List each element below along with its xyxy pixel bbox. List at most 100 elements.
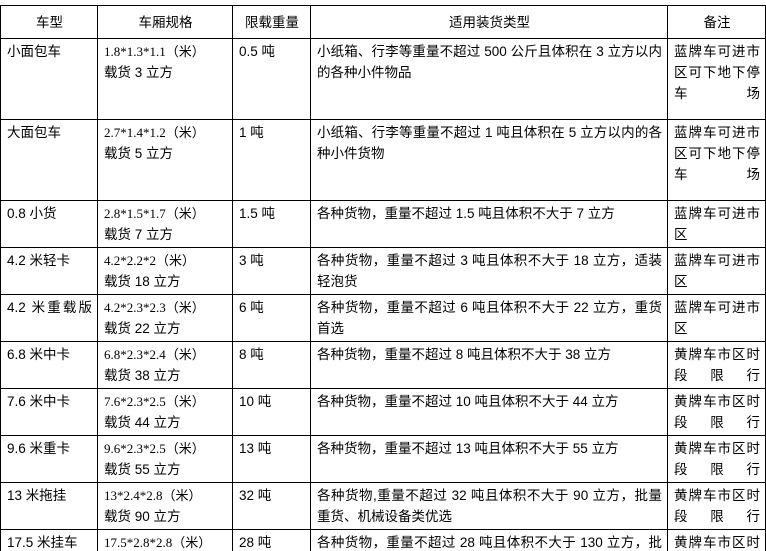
size-line-1: 2.7*1.4*1.2（米） (104, 125, 205, 140)
capacity-text: 6 吨 (239, 300, 264, 315)
cargo-text: 各种货物，重量不超过 3 吨且体积不大于 18 立方，适装轻泡货 (317, 253, 662, 289)
cell-remark: 黄牌车市区时段限行 (667, 529, 766, 551)
cargo-text: 小纸箱、行李等重量不超过 1 吨且体积在 5 立方以内的各种小件货物 (317, 125, 662, 161)
cargo-text: 各种货物,重量不超过 32 吨且体积不大于 90 立方，批量重货、机械设备类优选 (317, 488, 662, 524)
capacity-text: 10 吨 (239, 394, 272, 409)
model-text: 4.2 米重载版 (7, 300, 92, 315)
size-line-2: 载货 44 立方 (104, 415, 181, 430)
cell-size: 17.5*2.8*2.8（米）载货 130 立方 (97, 529, 233, 551)
cell-remark: 黄牌车市区时段限行 (667, 482, 766, 530)
capacity-text: 8 吨 (239, 347, 264, 362)
cell-capacity: 1.5 吨 (232, 200, 311, 248)
size-line-1: 2.8*1.5*1.7（米） (104, 206, 205, 221)
remark-text: 黄牌车市区时段限行 (674, 535, 760, 550)
remark-text: 黄牌车市区时段限行 (674, 441, 760, 477)
size-line-1: 7.6*2.3*2.5（米） (104, 394, 205, 409)
cell-capacity: 32 吨 (232, 482, 311, 530)
cargo-text: 各种货物，重量不超过 28 吨且体积不大于 130 立方，批量轻泡货、机械设备类… (317, 535, 662, 550)
cell-remark: 黄牌车市区时段限行 (667, 388, 766, 436)
cell-model: 大面包车 (0, 119, 98, 201)
cell-cargo: 小纸箱、行李等重量不超过 1 吨且体积在 5 立方以内的各种小件货物 (310, 119, 668, 201)
cell-remark: 黄牌车市区时段限行 (667, 341, 766, 389)
table-row: 大面包车 2.7*1.4*1.2（米） 载货 5 立方 1 吨 小纸箱、行李等重量… (0, 119, 766, 201)
remark-text: 黄牌车市区时段限行 (674, 394, 760, 430)
model-text: 9.6 米重卡 (7, 441, 71, 456)
remark-text: 蓝牌车可进市区 (674, 253, 760, 289)
cell-size: 2.7*1.4*1.2（米） 载货 5 立方 (97, 119, 233, 201)
cell-model: 4.2 米重载版 (0, 294, 98, 342)
cell-remark: 蓝牌车可进市区可下地下停车场 (667, 119, 766, 201)
size-line-2: 载货 22 立方 (104, 321, 181, 336)
cell-remark: 蓝牌车可进市区 (667, 247, 766, 295)
cell-cargo: 各种货物，重量不超过 10 吨且体积不大于 44 立方 (310, 388, 668, 436)
table-row: 0.8 小货 2.8*1.5*1.7（米） 载货 7 立方 1.5 吨 各种货物，… (0, 200, 766, 248)
cell-model: 4.2 米轻卡 (0, 247, 98, 295)
cell-cargo: 各种货物，重量不超过 13 吨且体积不大于 55 立方 (310, 435, 668, 483)
model-text: 17.5 米挂车 (7, 535, 78, 550)
cargo-text: 各种货物，重量不超过 6 吨且体积不大于 22 立方，重货首选 (317, 300, 662, 336)
remark-text: 黄牌车市区时段限行 (674, 347, 760, 383)
cell-cargo: 各种货物,重量不超过 32 吨且体积不大于 90 立方，批量重货、机械设备类优选 (310, 482, 668, 530)
table-row: 17.5 米挂车 17.5*2.8*2.8（米）载货 130 立方 28 吨 各… (0, 529, 766, 551)
model-text: 0.8 小货 (7, 206, 57, 221)
cell-remark: 蓝牌车可进市区可下地下停车场 (667, 38, 766, 120)
remark-text: 蓝牌车可进市区 (674, 206, 760, 242)
column-header-cargo: 适用装货类型 (310, 5, 668, 39)
table-row: 小面包车 1.8*1.3*1.1（米） 载货 3 立方 0.5 吨 小纸箱、行李等… (0, 38, 766, 120)
cell-size: 13*2.4*2.8（米） 载货 90 立方 (97, 482, 233, 530)
cell-capacity: 6 吨 (232, 294, 311, 342)
column-header-size: 车厢规格 (97, 5, 233, 39)
size-line-2: 载货 90 立方 (104, 509, 181, 524)
capacity-text: 28 吨 (239, 535, 272, 550)
capacity-text: 1 吨 (239, 125, 264, 140)
cell-size: 9.6*2.3*2.5（米） 载货 55 立方 (97, 435, 233, 483)
cell-cargo: 各种货物，重量不超过 1.5 吨且体积不大于 7 立方 (310, 200, 668, 248)
size-line-2: 载货 5 立方 (104, 146, 174, 161)
size-line-1: 17.5*2.8*2.8（米） (104, 535, 212, 550)
model-text: 大面包车 (7, 125, 61, 140)
cargo-text: 各种货物，重量不超过 8 吨且体积不大于 38 立方 (317, 347, 612, 362)
cell-model: 0.8 小货 (0, 200, 98, 248)
table-row: 7.6 米中卡 7.6*2.3*2.5（米） 载货 44 立方 10 吨 各种货物… (0, 388, 766, 436)
cell-size: 1.8*1.3*1.1（米） 载货 3 立方 (97, 38, 233, 120)
cell-cargo: 各种货物，重量不超过 3 吨且体积不大于 18 立方，适装轻泡货 (310, 247, 668, 295)
size-line-2: 载货 3 立方 (104, 65, 174, 80)
cell-size: 2.8*1.5*1.7（米） 载货 7 立方 (97, 200, 233, 248)
cargo-text: 各种货物，重量不超过 1.5 吨且体积不大于 7 立方 (317, 206, 615, 221)
cell-size: 7.6*2.3*2.5（米） 载货 44 立方 (97, 388, 233, 436)
model-text: 4.2 米轻卡 (7, 253, 71, 268)
size-line-1: 4.2*2.2*2（米） (104, 253, 196, 268)
size-line-1: 1.8*1.3*1.1（米） (104, 44, 205, 59)
remark-text: 蓝牌车可进市区可下地下停车场 (674, 125, 760, 182)
header-label: 车型 (36, 14, 63, 30)
cell-model: 17.5 米挂车 (0, 529, 98, 551)
cell-capacity: 10 吨 (232, 388, 311, 436)
cell-capacity: 3 吨 (232, 247, 311, 295)
table-row: 9.6 米重卡 9.6*2.3*2.5（米） 载货 55 立方 13 吨 各种货物… (0, 435, 766, 483)
cell-cargo: 小纸箱、行李等重量不超过 500 公斤且体积在 3 立方以内的各种小件物品 (310, 38, 668, 120)
table-row: 4.2 米重载版 4.2*2.3*2.3（米） 载货 22 立方 6 吨 各种货物… (0, 294, 766, 342)
cargo-text: 小纸箱、行李等重量不超过 500 公斤且体积在 3 立方以内的各种小件物品 (317, 44, 662, 80)
cell-capacity: 28 吨 (232, 529, 311, 551)
table-row: 13 米拖挂 13*2.4*2.8（米） 载货 90 立方 32 吨 各种货物,重… (0, 482, 766, 530)
cell-capacity: 1 吨 (232, 119, 311, 201)
cell-remark: 蓝牌车可进市区 (667, 294, 766, 342)
column-header-capacity: 限载重量 (232, 5, 311, 39)
remark-text: 蓝牌车可进市区 (674, 300, 760, 336)
cell-remark: 蓝牌车可进市区 (667, 200, 766, 248)
header-label: 备注 (703, 14, 731, 30)
cell-model: 7.6 米中卡 (0, 388, 98, 436)
capacity-text: 13 吨 (239, 441, 272, 456)
cargo-text: 各种货物，重量不超过 13 吨且体积不大于 55 立方 (317, 441, 619, 456)
table-row: 4.2 米轻卡 4.2*2.2*2（米） 载货 18 立方 3 吨 各种货物，重量… (0, 247, 766, 295)
model-text: 6.8 米中卡 (7, 347, 71, 362)
capacity-text: 32 吨 (239, 488, 272, 503)
capacity-text: 0.5 吨 (239, 44, 276, 59)
cell-size: 6.8*2.3*2.4（米） 载货 38 立方 (97, 341, 233, 389)
header-label: 适用装货类型 (449, 14, 530, 30)
vehicle-spec-table: 车型 车厢规格 限载重量 适用装货类型 备注 小面包车 1.8*1.3*1.1（… (0, 5, 766, 551)
column-header-remark: 备注 (667, 5, 766, 39)
capacity-text: 3 吨 (239, 253, 264, 268)
cell-size: 4.2*2.2*2（米） 载货 18 立方 (97, 247, 233, 295)
table-body: 车型 车厢规格 限载重量 适用装货类型 备注 小面包车 1.8*1.3*1.1（… (0, 5, 766, 551)
